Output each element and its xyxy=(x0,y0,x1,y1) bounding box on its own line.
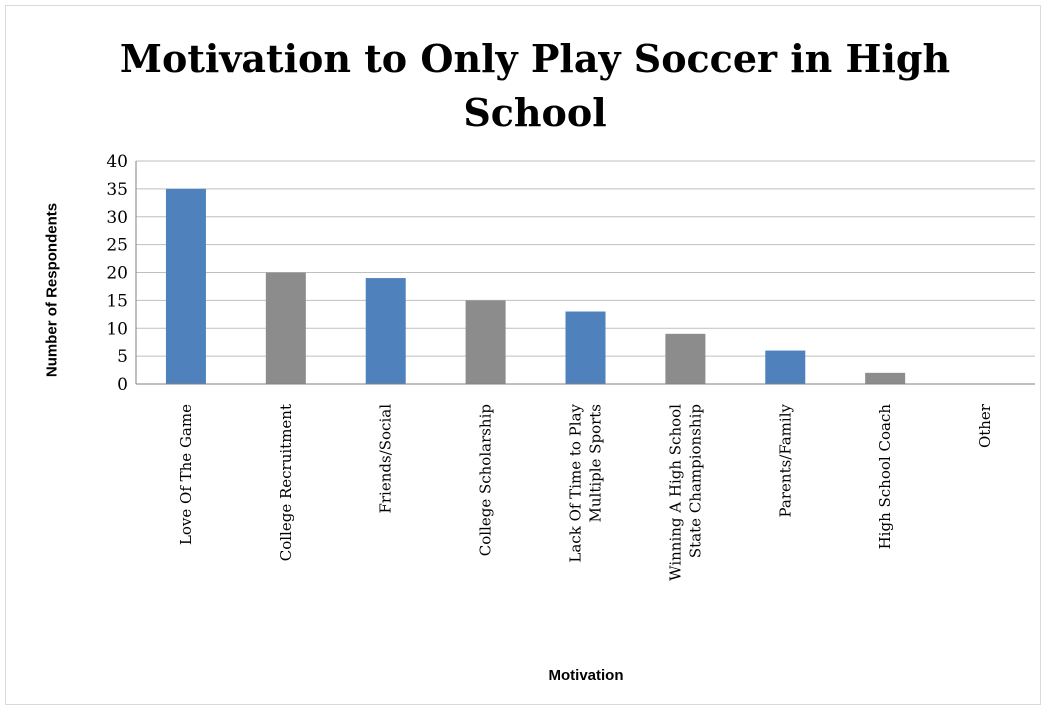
y-tick-label: 30 xyxy=(106,208,128,228)
bar xyxy=(465,300,506,384)
x-axis-label: Motivation xyxy=(548,667,624,684)
bar xyxy=(565,311,606,384)
category-label: Parents/Family xyxy=(776,403,794,517)
category-label: Lack Of Time to Play xyxy=(567,403,585,562)
category-labels: Love Of The Game College Recruitment Frien… xyxy=(177,403,994,581)
category-label: Friends/Social xyxy=(377,404,395,514)
bars xyxy=(165,188,906,384)
chart-title: Motivation to Only Play Soccer in High S… xyxy=(0,32,1049,140)
y-tick-labels: 0 5 10 15 20 25 30 35 40 xyxy=(106,152,128,395)
bar xyxy=(165,188,206,384)
bar xyxy=(765,350,806,384)
bar xyxy=(265,272,306,384)
y-tick-label: 0 xyxy=(117,375,128,395)
category-label: Multiple Sports xyxy=(587,404,605,523)
category-label: Winning A High School xyxy=(666,404,684,581)
bar xyxy=(865,372,906,384)
category-label: College Scholarship xyxy=(477,404,495,556)
y-tick-label: 10 xyxy=(106,319,128,339)
y-tick-label: 35 xyxy=(106,180,128,200)
y-tick-label: 25 xyxy=(106,236,128,256)
y-tick-label: 5 xyxy=(117,347,128,367)
category-label: High School Coach xyxy=(876,404,894,550)
y-tick-label: 15 xyxy=(106,291,128,311)
chart-title-line-2: School xyxy=(463,90,607,135)
category-label: State Championship xyxy=(686,404,704,558)
category-label: Love Of The Game xyxy=(177,404,195,545)
y-tick-label: 40 xyxy=(106,152,128,172)
chart-title-line-1: Motivation to Only Play Soccer in High xyxy=(119,36,951,81)
axes xyxy=(135,161,1035,385)
y-tick-label: 20 xyxy=(106,264,128,284)
category-label: College Recruitment xyxy=(277,404,295,561)
category-label: Other xyxy=(976,403,994,448)
bar xyxy=(365,278,406,384)
bar xyxy=(665,333,706,384)
